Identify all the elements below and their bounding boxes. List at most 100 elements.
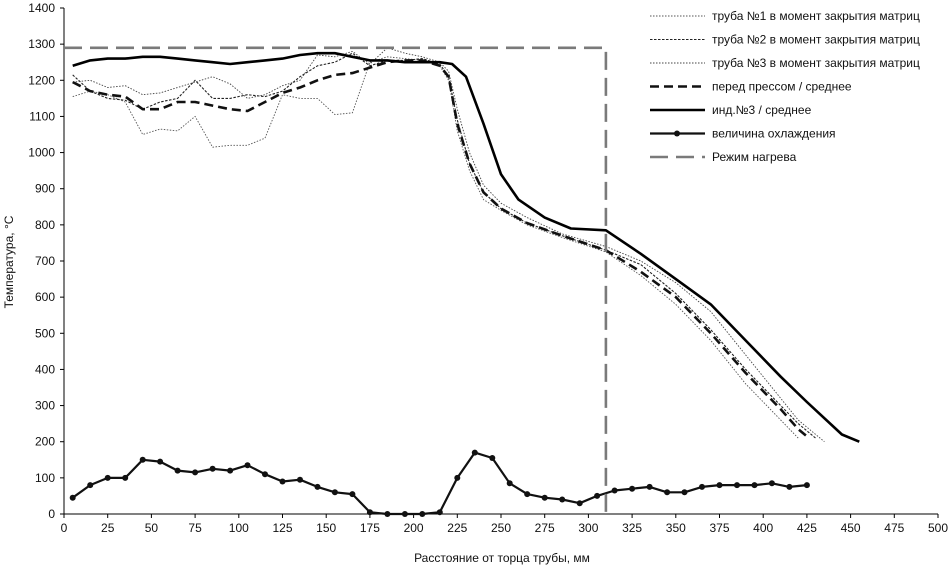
x-tick-label: 200 [404,521,424,535]
series-6-point [401,511,408,517]
series-6-point [594,492,601,499]
series-6-point [174,467,181,474]
series-6-point [751,482,758,489]
legend-item: Режим нагрева [650,150,797,164]
x-tick-label: 125 [272,521,292,535]
series-6-point [297,476,303,483]
x-tick-label: 350 [666,521,686,535]
x-tick-label: 300 [578,521,598,535]
series-6-point [436,509,443,516]
y-tick-label: 200 [35,435,55,449]
x-tick-label: 225 [447,521,467,535]
series-6-point [576,500,583,507]
series-6-point [227,467,234,474]
series-7 [64,46,608,514]
legend-item: труба №1 в момент закрытия матриц [650,9,920,23]
series-2-line [72,52,816,439]
x-tick-label: 425 [797,521,817,535]
x-tick-label: 400 [753,521,773,535]
series-6-point [279,478,286,485]
y-tick-label: 1400 [28,1,55,15]
series-4 [72,59,808,438]
series-2 [72,52,816,439]
series-6-point [734,482,740,489]
legend-item: инд.№3 / среднее [650,103,812,117]
series-6-point [471,449,478,456]
series-1-line [72,56,799,439]
x-tick-label: 175 [360,521,380,535]
series-6-point [541,494,548,501]
series-6-point [716,482,723,489]
series-6-point [349,491,356,498]
series-6-point [366,509,373,516]
series-6-point [384,511,391,517]
series-6-point [139,456,146,463]
x-tick-label: 250 [491,521,511,535]
x-tick-label: 325 [622,521,642,535]
legend-marker [674,130,680,137]
y-tick-label: 1100 [29,109,55,123]
x-tick-label: 500 [928,521,948,535]
legend-item: величина охлаждения [650,127,836,141]
series-6-point [454,474,461,481]
series-layer [64,46,860,517]
y-tick-label: 800 [35,218,55,232]
x-tick-label: 375 [709,521,729,535]
y-tick-label: 500 [35,326,55,340]
series-6-point [104,474,111,481]
y-tick-label: 400 [35,362,55,376]
series-6-point [69,494,76,501]
series-6-point [559,496,566,503]
series-6-point [646,483,653,490]
x-tick-label: 25 [101,521,115,535]
series-6-point [209,465,216,472]
series-1 [72,56,799,439]
legend-item: труба №2 в момент закрытия матриц [650,33,920,47]
series-6-point [192,469,199,476]
series-6-line [72,451,808,516]
legend-label: труба №1 в момент закрытия матриц [712,9,920,23]
y-tick-label: 600 [35,290,55,304]
y-tick-label: 300 [35,399,55,413]
legend-label: труба №3 в момент закрытия матриц [712,56,920,70]
legend-label: Режим нагрева [712,150,797,164]
series-7-line [64,46,608,514]
series-6-point [524,491,531,498]
y-tick-label: 1000 [28,146,55,160]
x-tick-label: 150 [316,521,336,535]
axes: 0 25 50 75 100 125 150 175 200 225 250 275 300 325 350… [28,1,948,535]
y-tick-label: 1300 [28,37,55,51]
series-6-point [314,483,321,490]
x-axis-label: Расстояние от торца трубы, мм [414,551,590,565]
y-tick-label: 0 [48,507,55,521]
series-5-line [72,51,860,443]
x-tick-label: 475 [884,521,904,535]
series-6-point [331,489,338,496]
legend-label: величина охлаждения [712,127,836,141]
legend-item: перед прессом / среднее [650,80,852,94]
y-tick-label: 900 [35,182,55,196]
series-5 [72,51,860,443]
y-tick-label: 1200 [28,73,55,87]
x-tick-label: 75 [188,521,202,535]
x-tick-label: 0 [61,521,68,535]
legend-item: труба №3 в момент закрытия матриц [650,56,920,70]
series-6-point [611,487,618,494]
y-tick-label: 700 [35,254,55,268]
series-6 [69,449,810,517]
series-6-point [681,489,688,496]
series-6-point [699,483,705,490]
series-6-point [157,458,164,465]
series-6-point [262,471,268,478]
series-6-point [489,455,496,461]
x-tick-label: 50 [145,521,159,535]
series-6-point [803,482,810,489]
x-tick-label: 275 [535,521,555,535]
series-6-point [506,480,513,487]
series-6-point [664,489,671,496]
series-6-point [629,485,636,492]
x-tick-label: 450 [841,521,861,535]
series-6-point [786,483,793,490]
legend-label: труба №2 в момент закрытия матриц [712,33,920,47]
